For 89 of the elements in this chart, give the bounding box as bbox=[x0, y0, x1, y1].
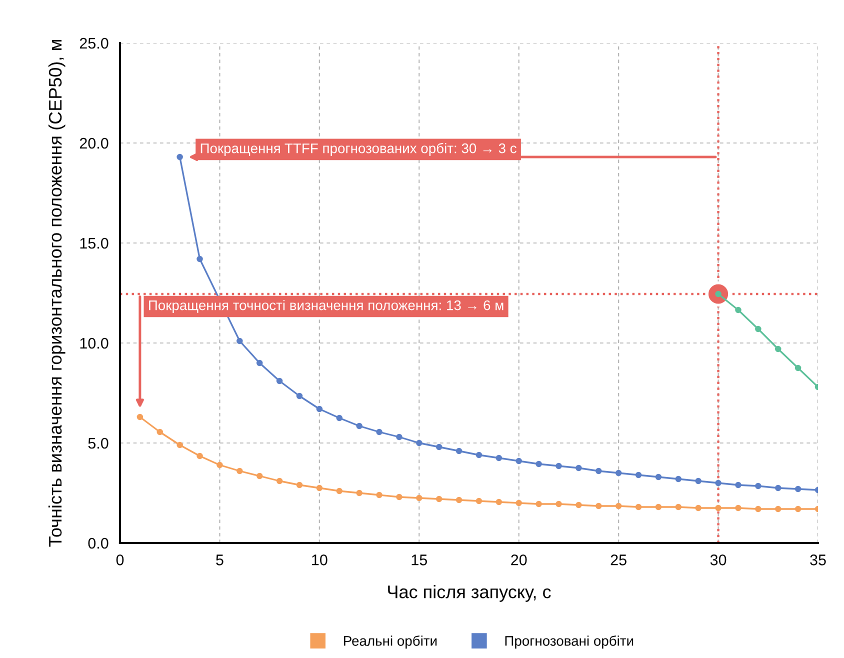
point bbox=[236, 468, 243, 474]
point bbox=[296, 392, 303, 400]
point bbox=[715, 504, 722, 512]
point bbox=[336, 488, 342, 494]
y-tick-label: 10.0 bbox=[80, 338, 108, 349]
point bbox=[136, 414, 144, 420]
point bbox=[635, 472, 642, 478]
point bbox=[256, 360, 263, 366]
point bbox=[794, 506, 802, 512]
x-axis-title: Час після запуску, с bbox=[388, 585, 551, 602]
point bbox=[496, 498, 502, 506]
point bbox=[196, 256, 203, 262]
point bbox=[695, 504, 702, 512]
x-tick-label: 20 bbox=[511, 554, 527, 566]
point bbox=[476, 452, 482, 458]
point bbox=[516, 500, 522, 506]
point bbox=[416, 494, 422, 502]
point bbox=[675, 504, 682, 510]
point bbox=[436, 496, 442, 502]
point bbox=[476, 498, 482, 504]
point bbox=[436, 444, 442, 450]
point bbox=[556, 500, 562, 508]
point bbox=[376, 492, 382, 498]
point bbox=[675, 476, 682, 482]
point bbox=[196, 452, 203, 460]
point bbox=[496, 454, 502, 462]
x-tick-label: 25 bbox=[610, 554, 626, 566]
point bbox=[396, 494, 402, 500]
point bbox=[615, 470, 622, 476]
point bbox=[456, 496, 462, 504]
point bbox=[735, 504, 742, 512]
point bbox=[735, 306, 742, 314]
point bbox=[456, 448, 462, 454]
point bbox=[236, 338, 243, 344]
point bbox=[176, 442, 183, 448]
point bbox=[735, 482, 742, 488]
legend-label: Прогнозовані орбіти bbox=[505, 636, 634, 649]
point bbox=[536, 460, 542, 468]
point bbox=[695, 478, 702, 484]
point bbox=[336, 414, 342, 422]
point bbox=[376, 428, 382, 436]
point bbox=[755, 482, 762, 490]
point bbox=[216, 462, 223, 468]
y-tick-label: 15.0 bbox=[80, 238, 108, 249]
point bbox=[596, 502, 602, 510]
x-tick-label: 35 bbox=[810, 554, 826, 566]
point bbox=[556, 462, 562, 470]
point bbox=[156, 428, 164, 436]
point bbox=[516, 458, 522, 464]
x-tick-label: 10 bbox=[312, 554, 328, 566]
legend-label: Реальні орбіти bbox=[344, 636, 437, 649]
point bbox=[794, 364, 802, 372]
point bbox=[755, 506, 762, 512]
point bbox=[356, 490, 362, 496]
point bbox=[655, 504, 662, 510]
point bbox=[316, 406, 323, 412]
point bbox=[715, 480, 722, 486]
point bbox=[655, 474, 662, 480]
point bbox=[576, 502, 582, 508]
y-axis-title: Точність визначення горизонтального положення (CEP50), м bbox=[48, 40, 66, 547]
point bbox=[276, 478, 283, 484]
x-tick-label: 5 bbox=[216, 554, 224, 566]
point bbox=[256, 472, 263, 480]
y-tick-label: 0.0 bbox=[88, 538, 108, 549]
annotation: Покращення TTFF прогнозованих орбіт: 30 → 3 с bbox=[200, 142, 516, 156]
x-tick-label: 0 bbox=[116, 554, 124, 566]
point bbox=[536, 500, 542, 508]
point bbox=[396, 434, 402, 440]
y-tick-label: 25.0 bbox=[80, 38, 108, 49]
point bbox=[576, 464, 582, 472]
annotation: Покращення точності визначення положення: 13 → 6 м bbox=[149, 300, 504, 313]
x-tick-label: 30 bbox=[710, 554, 726, 566]
point bbox=[774, 346, 782, 352]
point bbox=[774, 506, 782, 512]
point bbox=[774, 484, 782, 492]
point bbox=[296, 482, 303, 488]
point bbox=[316, 484, 323, 492]
point bbox=[794, 486, 802, 492]
point bbox=[615, 502, 622, 510]
point bbox=[276, 378, 283, 384]
point bbox=[176, 154, 183, 160]
y-tick-label: 20.0 bbox=[80, 138, 108, 149]
x-tick-label: 15 bbox=[412, 554, 427, 566]
y-tick-label: 5.0 bbox=[88, 438, 108, 449]
point bbox=[755, 326, 762, 332]
point bbox=[416, 440, 422, 446]
point bbox=[356, 422, 362, 430]
point bbox=[596, 468, 602, 474]
point bbox=[635, 504, 642, 510]
